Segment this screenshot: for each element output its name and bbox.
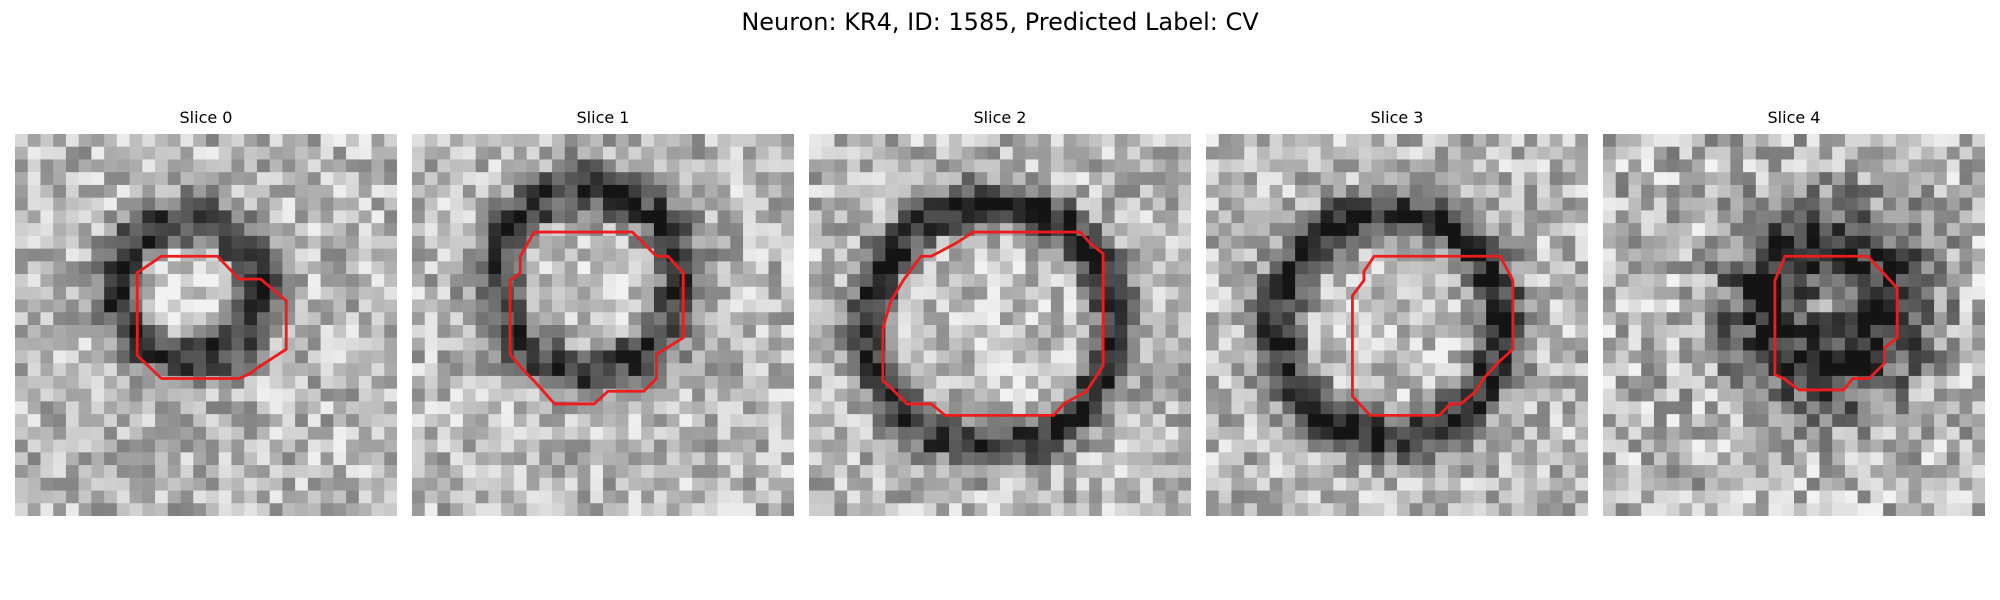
figure-title: Neuron: KR4, ID: 1585, Predicted Label: …	[741, 8, 1259, 36]
slice-svg-1	[412, 134, 794, 516]
roi-contour-4	[1773, 254, 1899, 392]
roi-contour-3	[1351, 254, 1515, 417]
slice-title-1: Slice 1	[576, 108, 630, 127]
slice-svg-2	[809, 134, 1191, 516]
slice-image-0	[15, 134, 397, 516]
roi-contour-1	[508, 230, 685, 406]
roi-contour-0	[135, 254, 288, 380]
slice-svg-0	[15, 134, 397, 516]
slice-image-2	[809, 134, 1191, 516]
slice-title-2: Slice 2	[973, 108, 1027, 127]
slice-title-4: Slice 4	[1767, 108, 1821, 127]
slice-svg-3	[1206, 134, 1588, 516]
slice-image-1	[412, 134, 794, 516]
slice-image-3	[1206, 134, 1588, 516]
slice-image-4	[1603, 134, 1985, 516]
roi-contour-2	[881, 230, 1105, 417]
slice-title-3: Slice 3	[1370, 108, 1424, 127]
slice-title-0: Slice 0	[179, 108, 233, 127]
slice-svg-4	[1603, 134, 1985, 516]
